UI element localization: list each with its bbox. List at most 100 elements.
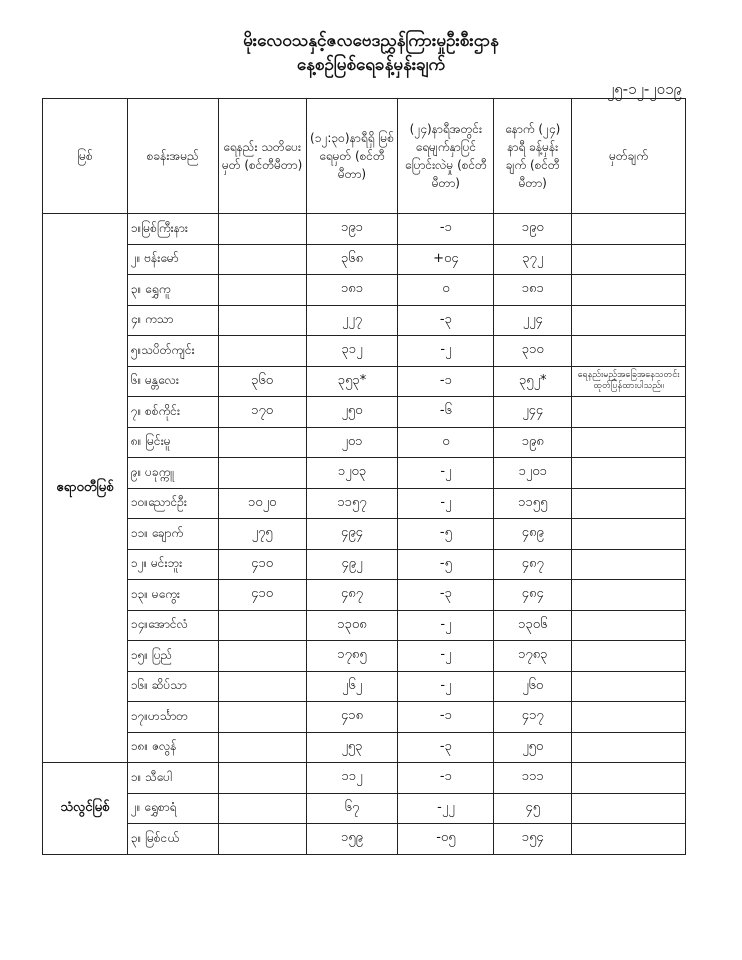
- cell-change: -၃: [397, 731, 495, 763]
- cell-level: ၂၂၇: [305, 304, 399, 336]
- cell-warning: [217, 701, 307, 733]
- cell-remark: [571, 792, 686, 824]
- table-row: ၅။သပိတ်ကျင်း ၃၁၂ -၂ ၃၁၀: [43, 335, 686, 367]
- table-row: ၁၀။ညောင်ဦး ၁၀၂၀ ၁၁၅၇ -၂ ၁၁၅၅: [43, 487, 686, 519]
- report-title: နေ့စဉ်မြစ်ရေခန့်မှန်းချက်: [296, 55, 446, 75]
- cell-change: -၀၅: [397, 823, 495, 855]
- cell-change: ၀: [397, 274, 495, 306]
- cell-warning: ၁၇၀: [217, 396, 307, 428]
- cell-change: -၁: [397, 213, 495, 245]
- cell-level: ၁၅၉: [305, 823, 399, 855]
- cell-warning: ၄၁၀: [217, 579, 307, 611]
- cell-station: ၂။ ဗန်းမော်: [126, 243, 219, 275]
- cell-remark: [571, 762, 686, 794]
- cell-warning: [217, 792, 307, 824]
- cell-forecast: ၂၄၄: [493, 396, 573, 428]
- cell-warning: [217, 243, 307, 275]
- table-row: ၁၂။ မင်းဘူး ၄၁၀ ၄၉၂ -၅ ၄၈၇: [43, 548, 686, 580]
- cell-forecast: ၁၇၈၃: [493, 640, 573, 672]
- cell-station: ၁၆။ ဆိပ်သာ: [126, 670, 219, 702]
- cell-level: ၃၁၂: [305, 335, 399, 367]
- cell-remark: [571, 304, 686, 336]
- table-row: ၈။ မြင်းမူ ၂၀၁၀၁၉၈: [43, 426, 686, 458]
- cell-station: ၉။ ပခုက္ကူ: [126, 457, 219, 489]
- cell-remark: [571, 213, 686, 245]
- cell-change: -၃: [397, 579, 495, 611]
- cell-change: -၂: [397, 670, 495, 702]
- column-header: (၂၄)နာရီအတွင်း ရေမျက်နှာပြင် ပြောင်းလဲမှ…: [397, 98, 495, 214]
- cell-change: -၂: [397, 457, 495, 489]
- cell-level: ၁၇၈၅: [305, 640, 399, 672]
- cell-forecast: ၁၁၁: [493, 762, 573, 794]
- cell-forecast: ၁၉၀: [493, 213, 573, 245]
- cell-warning: [217, 609, 307, 641]
- cell-remark: [571, 457, 686, 489]
- cell-level: ၄၈၇: [305, 579, 399, 611]
- cell-warning: [217, 823, 307, 855]
- cell-station: ၃။ မြစ်ငယ်: [126, 823, 219, 855]
- cell-station: ၁၅။ ပြည်: [126, 640, 219, 672]
- cell-station: ၆။ မန္တလေး: [126, 365, 219, 397]
- cell-forecast: ၄၈၉: [493, 518, 573, 550]
- table-row: ၁၁။ ချောက် ၂၇၅ ၄၉၄ -၅ ၄၈၉: [43, 518, 686, 550]
- cell-remark: [571, 579, 686, 611]
- cell-level: ၆၇: [305, 792, 399, 824]
- cell-forecast: ၁၉၈: [493, 426, 573, 458]
- cell-warning: [217, 762, 307, 794]
- cell-warning: [217, 640, 307, 672]
- river-forecast-table: မြစ် စခန်းအမည် ရေနည်း သတိပေးမှတ် (စင်တီမီတ…: [42, 98, 686, 855]
- cell-remark: [571, 609, 686, 641]
- cell-forecast: ၁၂၀၁: [493, 457, 573, 489]
- cell-change: -၅: [397, 548, 495, 580]
- cell-change: -၁: [397, 701, 495, 733]
- cell-level: ၃၅၃*: [305, 365, 399, 397]
- column-header: နောက် (၂၄) နာရီ ခန့်မှန်းချက် (စင်တီမီတာ…: [493, 98, 573, 214]
- cell-forecast: ၄၈၇: [493, 548, 573, 580]
- cell-station: ၁၀။ညောင်ဦး: [126, 487, 219, 519]
- cell-remark: [571, 823, 686, 855]
- cell-level: ၁၁၅၇: [305, 487, 399, 519]
- table-row: ၃။ မြစ်ငယ် ၁၅၉ -၀၅ ၁၅၄: [43, 823, 686, 855]
- table-row: ၁၈။ ဇလွန် ၂၅၃ -၃ ၂၅၀: [43, 731, 686, 763]
- cell-forecast: ၄၅: [493, 792, 573, 824]
- cell-forecast: ၄၁၇: [493, 701, 573, 733]
- cell-level: ၁၃၀၈: [305, 609, 399, 641]
- cell-change: -၁: [397, 762, 495, 794]
- cell-remark: [571, 640, 686, 672]
- cell-forecast: ၂၂၄: [493, 304, 573, 336]
- cell-change: -၂: [397, 609, 495, 641]
- column-header: ရေနည်း သတိပေးမှတ် (စင်တီမီတာ): [217, 98, 307, 214]
- cell-station: ၁၄။အောင်လံ: [126, 609, 219, 641]
- cell-change: -၂: [397, 335, 495, 367]
- cell-remark: [571, 426, 686, 458]
- cell-warning: [217, 731, 307, 763]
- cell-change: +၀၄: [397, 243, 495, 275]
- cell-warning: ၁၀၂၀: [217, 487, 307, 519]
- table-row: ၂။ ရွှေစာရံ ၆၇ -၂၂ ၄၅: [43, 792, 686, 824]
- table-row: ၁၇။ဟင်္သာတ ၄၁၈ -၁ ၄၁၇: [43, 701, 686, 733]
- cell-station: ၁၁။ ချောက်: [126, 518, 219, 550]
- cell-warning: [217, 274, 307, 306]
- cell-change: -၂: [397, 640, 495, 672]
- cell-forecast: ၁၈၁: [493, 274, 573, 306]
- cell-remark: [571, 396, 686, 428]
- cell-level: ၁၉၁: [305, 213, 399, 245]
- cell-level: ၂၀၁: [305, 426, 399, 458]
- cell-level: ၂၆၂: [305, 670, 399, 702]
- cell-remark: [571, 731, 686, 763]
- cell-forecast: ၃၅၂*: [493, 365, 573, 397]
- cell-change: -၁: [397, 365, 495, 397]
- cell-warning: ၂၇၅: [217, 518, 307, 550]
- cell-station: ၁၇။ဟင်္သာတ: [126, 701, 219, 733]
- column-header: စခန်းအမည်: [126, 98, 219, 214]
- report-date: ၂၅-၁၂-၂၀၁၉: [606, 80, 682, 98]
- cell-change: -၂၂: [397, 792, 495, 824]
- cell-warning: ၃၆၀: [217, 365, 307, 397]
- cell-remark: [571, 670, 686, 702]
- cell-remark: [571, 548, 686, 580]
- cell-warning: [217, 457, 307, 489]
- cell-station: ၂။ ရွှေစာရံ: [126, 792, 219, 824]
- table-row: ဧရာဝတီမြစ် ၁။မြစ်ကြီးနား ၁၉၁ -၁ ၁၉၀: [42, 213, 686, 763]
- cell-station: ၃။ ရွှေကူ: [126, 274, 219, 306]
